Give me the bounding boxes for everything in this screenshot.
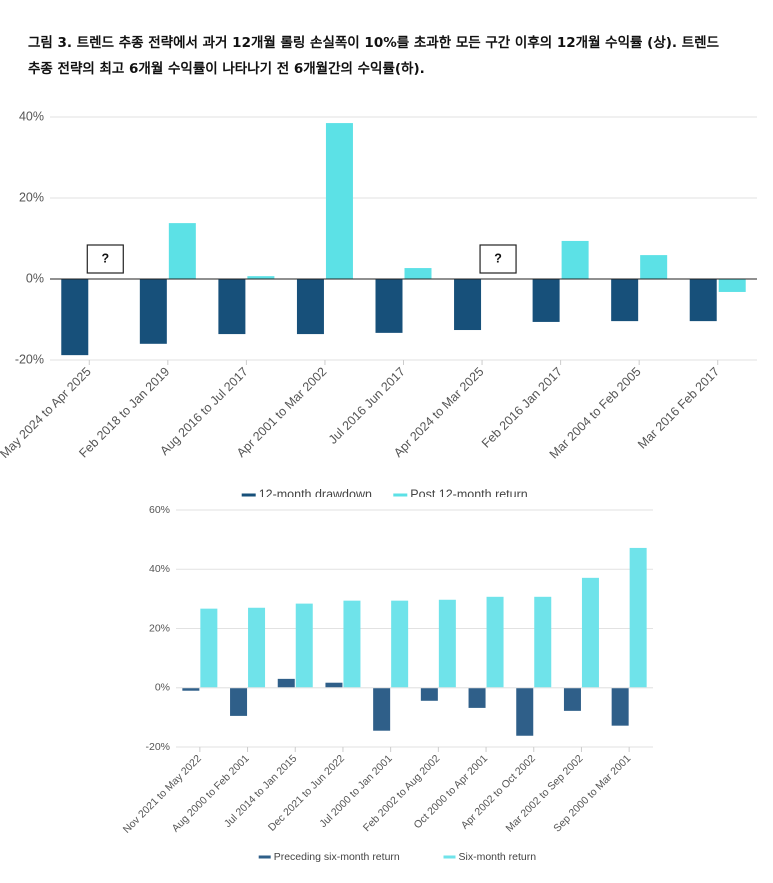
bar — [420, 687, 438, 701]
bar — [468, 687, 486, 708]
annotation-text: ? — [101, 251, 109, 265]
y-tick-label: -20% — [145, 741, 170, 753]
x-tick-label: Feb 2016 Jan 2017 — [479, 365, 565, 451]
annotation: ? — [86, 244, 124, 274]
annotation-text: ? — [494, 251, 502, 265]
bar — [438, 599, 456, 688]
bar — [139, 279, 167, 344]
bar — [454, 279, 482, 331]
bar — [516, 687, 534, 736]
legend-swatch — [393, 493, 408, 497]
bar — [486, 596, 504, 688]
y-tick-label: 20% — [19, 190, 44, 204]
bar — [230, 687, 248, 716]
x-tick-label: Apr 2024 to Mar 2025 — [391, 365, 486, 460]
bar — [375, 279, 403, 333]
legend-label: Post 12-month return — [410, 487, 527, 497]
bar — [689, 279, 717, 322]
bar — [325, 123, 353, 279]
y-tick-label: 20% — [149, 622, 170, 634]
annotation-box — [86, 244, 124, 274]
y-tick-label: 40% — [19, 109, 44, 123]
bar — [61, 279, 89, 356]
figure-title: 그림 3. 트렌드 추종 전략에서 과거 12개월 롤링 손실폭이 10%를 초… — [28, 35, 719, 77]
bar — [640, 255, 668, 279]
bar — [247, 276, 275, 279]
bar — [295, 603, 313, 688]
bar — [561, 240, 589, 279]
x-tick-label: Feb 2018 to Jan 2019 — [76, 365, 172, 461]
x-tick-label: Mar 2016 Feb 2017 — [635, 365, 722, 452]
y-tick-label: 0% — [155, 682, 170, 694]
bar — [581, 577, 599, 688]
bar — [168, 223, 196, 279]
bar — [296, 279, 324, 335]
legend-swatch — [241, 493, 256, 497]
bar — [532, 279, 560, 322]
x-tick-label: Mar 2004 to Feb 2005 — [547, 365, 644, 462]
annotation: ? — [479, 244, 517, 274]
bar — [563, 687, 581, 711]
y-tick-label: 40% — [149, 563, 170, 575]
legend-label: Preceding six-month return — [274, 851, 400, 863]
legend-label: 12-month drawdown — [259, 487, 372, 497]
y-tick-label: -20% — [15, 352, 44, 366]
bar — [218, 279, 246, 335]
bar — [343, 600, 361, 688]
bar — [718, 279, 746, 292]
bar — [373, 687, 391, 731]
x-tick-label: Jul 2016 Jun 2017 — [326, 365, 408, 447]
legend-swatch — [258, 855, 271, 859]
y-tick-label: 0% — [26, 271, 44, 285]
bar — [277, 678, 295, 688]
bar — [325, 682, 343, 688]
bar — [629, 547, 647, 688]
bar — [611, 279, 639, 322]
x-tick-label: Nov 2021 to May 2022 — [121, 752, 204, 835]
legend-swatch — [443, 855, 456, 859]
bar — [611, 687, 629, 726]
bar — [200, 608, 218, 688]
bar — [404, 268, 432, 279]
x-tick-label: Apr 2001 to Mar 2002 — [234, 365, 329, 460]
y-tick-label: 60% — [149, 504, 170, 516]
x-tick-label: Aug 2016 to Jul 2017 — [157, 365, 250, 458]
bar — [248, 607, 266, 688]
bar — [182, 687, 200, 691]
annotation-box — [479, 244, 517, 274]
bar — [391, 600, 409, 688]
bar — [534, 596, 552, 688]
legend-label: Six-month return — [459, 851, 537, 863]
